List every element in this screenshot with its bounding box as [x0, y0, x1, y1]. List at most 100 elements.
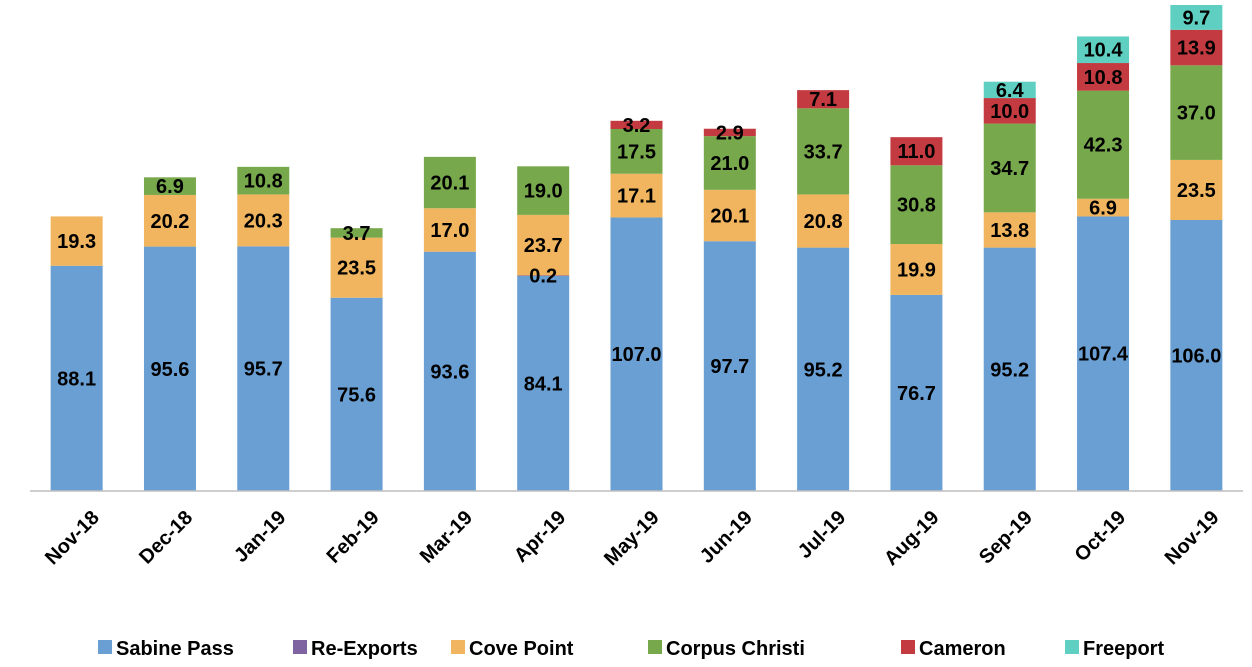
bar-segment	[143, 177, 196, 195]
data-label: 7.1	[809, 89, 837, 111]
legend-label: Cameron	[919, 638, 1006, 660]
bar-segment	[1170, 29, 1223, 66]
x-tick-label: Apr-19	[510, 507, 570, 567]
x-tick-label: Jan-19	[230, 507, 290, 567]
data-label: 10.0	[990, 101, 1029, 123]
bar-segment	[423, 156, 476, 209]
data-label: 75.6	[337, 384, 376, 406]
data-label: 2.9	[716, 122, 744, 144]
bar-segment	[1170, 65, 1223, 160]
legend-swatch	[901, 640, 915, 654]
legend-label: Corpus Christi	[666, 638, 805, 660]
legend-swatch	[1065, 640, 1079, 654]
bar-segment	[1077, 36, 1130, 64]
bar-segment	[1077, 90, 1130, 199]
data-label: 19.0	[524, 181, 563, 203]
bar-segment	[517, 275, 570, 491]
x-tick-label: Feb-19	[323, 507, 384, 568]
data-label: 21.0	[710, 153, 749, 175]
bar-segment	[797, 90, 850, 109]
data-label: 23.5	[337, 258, 376, 280]
bar-segment	[143, 194, 196, 247]
bar-segment	[610, 128, 663, 174]
data-label: 84.1	[524, 373, 563, 395]
data-label: 20.3	[244, 210, 283, 232]
x-tick-label: Nov-18	[41, 507, 104, 570]
data-label: 6.9	[1089, 198, 1117, 220]
data-label: 34.7	[990, 158, 1029, 180]
x-tick-label: Jun-19	[696, 507, 757, 568]
bar-segment	[1077, 198, 1130, 217]
data-label: 37.0	[1177, 103, 1216, 125]
x-tick-label: Dec-18	[135, 507, 197, 569]
data-label: 11.0	[898, 141, 936, 163]
data-label: 93.6	[430, 361, 469, 383]
bar-segment	[703, 136, 756, 190]
bar-segment	[330, 297, 383, 491]
bar-segment	[330, 237, 383, 298]
data-label: 23.5	[1177, 180, 1216, 202]
bar-segment	[237, 194, 290, 247]
data-label: 0.2	[529, 266, 557, 288]
bar-segment	[983, 123, 1036, 213]
legend-swatch	[451, 640, 465, 654]
bar-segment	[50, 216, 103, 266]
bar-segment	[1077, 216, 1130, 491]
bar-segment	[983, 98, 1036, 124]
bar-segment	[237, 246, 290, 491]
bar-segment	[890, 137, 943, 166]
bar-segment	[610, 217, 663, 492]
bar-segment	[797, 108, 850, 195]
data-label: 97.7	[710, 356, 749, 378]
legend-label: Cove Point	[469, 638, 574, 660]
x-tick-label: Mar-19	[416, 507, 477, 568]
bar-segment	[1170, 5, 1223, 30]
data-label: 19.9	[897, 259, 936, 281]
x-tick-label: Nov-19	[1161, 507, 1224, 570]
x-tick-label: Aug-19	[880, 507, 943, 570]
bar-segment	[797, 194, 850, 248]
bar-segment	[1170, 159, 1223, 221]
data-label: 13.8	[990, 220, 1029, 242]
x-tick-label: Jul-19	[794, 507, 850, 563]
data-label: 17.1	[617, 186, 656, 208]
x-tick-label: May-19	[600, 507, 664, 571]
data-label: 42.3	[1084, 135, 1123, 157]
data-label: 20.1	[710, 206, 749, 228]
x-tick-label: Oct-19	[1071, 507, 1131, 567]
data-label: 95.6	[150, 359, 189, 381]
bar-segment	[610, 173, 663, 218]
bar-segment	[1077, 63, 1130, 91]
data-label: 10.8	[1084, 67, 1123, 89]
bar-segment	[703, 128, 756, 137]
data-label: 23.7	[524, 235, 563, 257]
bar-segment	[610, 120, 663, 129]
data-label: 3.2	[623, 115, 651, 137]
data-label: 30.8	[897, 195, 936, 217]
bar-segment	[1170, 220, 1223, 491]
legend-swatch	[648, 640, 662, 654]
bar-segment	[237, 166, 290, 195]
data-label: 13.9	[1177, 38, 1216, 60]
data-label: 95.7	[244, 359, 283, 381]
bar-segment	[330, 228, 383, 238]
bar-segment	[517, 275, 570, 276]
data-label: 33.7	[804, 141, 843, 163]
legend-label: Re-Exports	[311, 638, 418, 660]
data-label: 10.4	[1084, 40, 1124, 62]
data-label: 20.8	[804, 211, 843, 233]
data-label: 10.8	[244, 171, 283, 193]
data-label: 6.4	[996, 80, 1025, 102]
data-label: 19.3	[57, 231, 96, 253]
bar-segment	[890, 165, 943, 245]
bar-segment	[423, 251, 476, 491]
data-label: 95.2	[990, 359, 1029, 381]
data-label: 17.5	[617, 141, 656, 163]
data-label: 9.7	[1182, 7, 1210, 29]
legend-label: Sabine Pass	[116, 638, 234, 660]
data-label: 6.9	[156, 176, 184, 198]
data-label: 3.7	[343, 223, 371, 245]
bar-segment	[890, 294, 943, 491]
bar-segment	[423, 208, 476, 252]
